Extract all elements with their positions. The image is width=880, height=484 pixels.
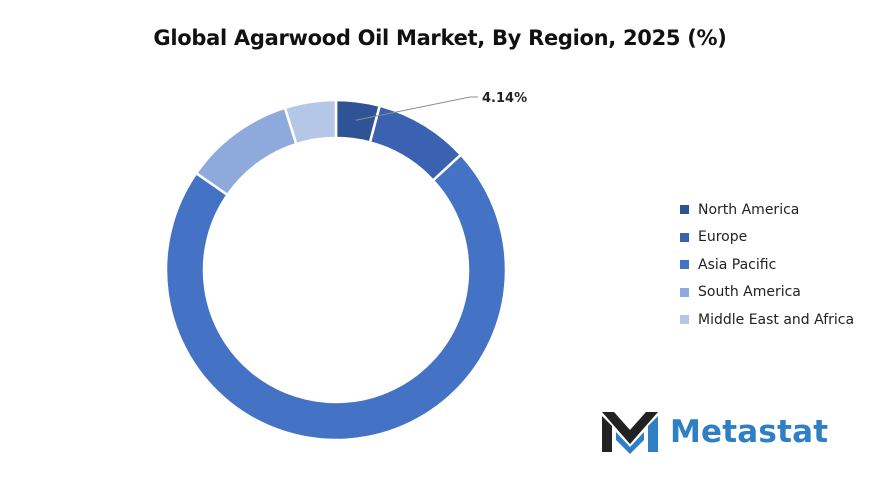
legend-label: North America [698,201,800,218]
legend-swatch [680,260,689,270]
annotations: 4.14% [355,91,527,121]
legend-label: Middle East and Africa [698,311,855,328]
slice-asia-pacific [164,152,508,442]
brand-logo: Metastat [598,406,828,458]
chart-title: Global Agarwood Oil Market, By Region, 2… [153,26,727,50]
metastat-m-logo-icon [602,412,658,454]
legend-label: Europe [698,229,748,246]
legend-item-middle-east-and-africa: Middle East and Africa [680,306,854,334]
legend-swatch [680,315,689,325]
slice-middle-east-and-africa [283,98,338,146]
brand-name: Metastat [670,414,829,450]
data-label-north-america: 4.14% [482,91,527,106]
legend-item-europe: Europe [680,224,854,252]
legend-swatch [680,205,689,215]
legend-item-south-america: South America [680,279,854,307]
legend-swatch [680,287,689,297]
legend: North America Europe Asia Pacific South Ame… [680,196,854,334]
leader-line-north-america [355,96,478,121]
legend-label: South America [698,284,801,301]
legend-label: Asia Pacific [698,256,777,273]
legend-item-north-america: North America [680,196,854,224]
legend-swatch [680,232,689,242]
donut-slices [164,98,508,442]
slice-south-america [194,106,298,197]
legend-item-asia-pacific: Asia Pacific [680,251,854,279]
